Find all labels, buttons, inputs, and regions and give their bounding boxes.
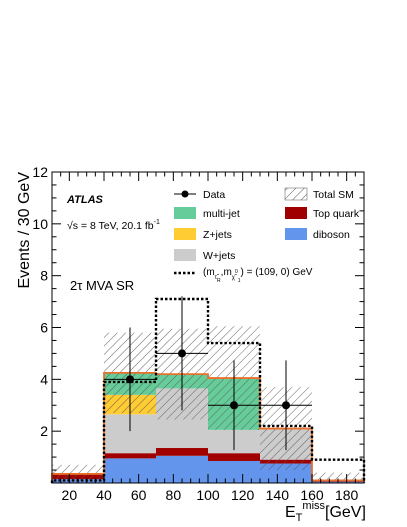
x-tick-label-0: 20 [62,487,78,503]
legend-item-top-quark: Top quark [285,207,360,220]
region-label: 2τ MVA SR [70,278,134,293]
bar-top-quark-2 [156,448,208,456]
y-tick-label-4: 10 [32,216,48,232]
legend-item-signal: (mτ̃R,mχ̃01) = (109, 0) GeV [174,267,313,284]
y-tick-label-5: 12 [32,164,48,180]
data-point-3 [282,401,290,410]
energy-label-sup: -1 [154,219,160,226]
legend-item-diboson: diboson [285,228,350,241]
atlas-label: ATLAS [66,194,104,206]
x-tick-label-2: 60 [131,487,147,503]
legend: Data Total SM multi-jet Top quark Z+jets… [174,187,360,284]
x-tick-label-4: 100 [196,487,220,503]
data-point-2 [230,401,238,410]
y-tick-label-2: 6 [40,320,48,336]
legend-item-multi-jet: multi-jet [174,207,240,220]
legend-label-multi-jet: multi-jet [203,208,240,220]
data-points [104,296,312,451]
legend-label-total-sm: Total SM [313,189,354,201]
y-axis-label: Events / 30 GeV [16,172,33,289]
legend-item-total-sm: Total SM [284,187,354,201]
energy-label: √s = 8 TeV, 20.1 fb-1 [67,219,160,232]
bar-diboson-2 [156,455,208,483]
y-tick-label-1: 4 [40,371,48,387]
legend-label-z-jets: Z+jets [203,229,232,241]
x-tick-label-8: 180 [335,487,359,503]
legend-item-w-jets: W+jets [174,249,235,262]
legend-label-w-jets: W+jets [203,250,235,262]
x-axis-label: ETmiss[GeV] [285,500,366,524]
x-axis-label-sup: miss [302,500,325,512]
legend-item-z-jets: Z+jets [174,228,232,241]
legend-item-data: Data [174,189,225,201]
y-tick-label-0: 2 [40,423,48,439]
legend-label-data: Data [203,189,225,201]
bar-top-quark-3 [208,453,260,461]
legend-label-top-quark: Top quark [313,208,360,220]
data-point-1 [178,349,186,358]
data-point-0 [126,375,134,384]
x-tick-label-3: 80 [166,487,182,503]
legend-label-diboson: diboson [313,229,350,241]
x-axis-label-sub: T [296,512,303,524]
legend-label-signal: (mτ̃R,mχ̃01) = (109, 0) GeV [203,267,313,284]
x-axis-label-unit: [GeV] [325,504,366,521]
y-tick-label-3: 8 [40,268,48,284]
x-axis-label-main: E [285,504,296,521]
x-tick-label-1: 40 [96,487,112,503]
uncertainty-band-5 [312,472,364,483]
x-tick-label-5: 120 [231,487,255,503]
signal-outline [50,297,366,483]
x-tick-label-7: 160 [300,487,324,503]
energy-label-main: √s = 8 TeV, 20.1 fb [67,220,154,232]
axis-ticks: 20 40 60 80 100 120 140 160 180 2 4 6 8 10 12 [32,164,365,503]
bar-diboson-3 [208,460,260,483]
x-tick-label-6: 140 [266,487,290,503]
bar-top-quark-1 [104,453,156,459]
